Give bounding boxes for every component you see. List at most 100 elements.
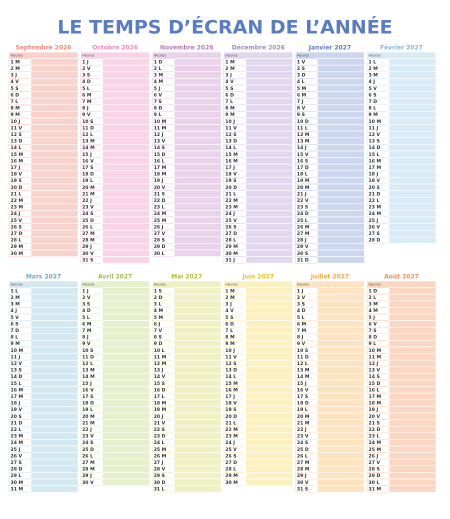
day-label: 16 M: [11, 158, 24, 164]
day-label: 13 D: [225, 368, 237, 374]
day-label: 20 S: [11, 414, 22, 420]
entry-cell: [102, 458, 150, 467]
entry-cell: [317, 163, 365, 172]
day-label: 28 S: [369, 467, 380, 473]
day-label: 24 M: [154, 211, 167, 217]
day-label: 12 V: [369, 132, 381, 138]
day-label: 20 J: [154, 414, 164, 420]
day-label: 21 L: [225, 191, 236, 197]
day-label: 20 M: [297, 185, 310, 191]
entry-cell: [388, 425, 437, 434]
entry-cell: [102, 58, 150, 66]
entry-cell: [173, 84, 222, 92]
day-label: 16 V: [82, 387, 94, 393]
day-label: 10 S: [82, 348, 93, 354]
day-label: 12 S: [225, 132, 236, 138]
entry-cell: [317, 313, 365, 321]
day-label: 17 L: [154, 394, 165, 400]
day-label: 15 V: [297, 152, 309, 158]
day-label: 12 L: [82, 361, 93, 367]
entry-cell: [317, 373, 365, 381]
day-label: 30 L: [154, 251, 165, 257]
entry-cell: [173, 458, 222, 467]
column-header: Heures: [11, 53, 24, 57]
entry-cell: [388, 183, 437, 191]
day-label: 22 L: [11, 427, 22, 433]
day-label: 25 V: [225, 447, 237, 453]
month-name: Mai 2027: [171, 274, 202, 281]
entry-cell: [102, 243, 150, 251]
day-label: 29 J: [82, 244, 92, 250]
entry-cell: [245, 452, 294, 460]
day-label: 1 M: [11, 59, 21, 65]
entry-cell: [30, 177, 79, 185]
day-label: 21 L: [11, 191, 22, 197]
day-label: 15 J: [82, 152, 92, 158]
entry-cell: [30, 386, 79, 394]
day-label: 8 M: [225, 106, 235, 112]
day-label: 13 D: [11, 139, 23, 145]
day-label: 18 M: [369, 401, 382, 407]
entry-cell: [173, 485, 222, 493]
day-label: 20 D: [225, 185, 237, 191]
day-label: 2 M: [11, 295, 21, 301]
month-name: Février 2027: [380, 45, 423, 52]
day-label: 7 L: [11, 99, 19, 105]
day-label: 29 J: [82, 473, 92, 479]
entry-cell: [102, 157, 150, 165]
entry-cell: [102, 406, 150, 414]
column-header: Heures: [154, 282, 167, 286]
day-label: 28 L: [225, 238, 236, 244]
day-label: 16 M: [225, 158, 238, 164]
day-label: 17 M: [11, 394, 24, 400]
entry-cell: [245, 326, 294, 335]
day-label: 22 J: [297, 427, 307, 433]
entry-cell: [317, 157, 365, 165]
entry-cell: [388, 91, 437, 99]
day-label: 23 M: [11, 434, 24, 440]
day-label: 12 M: [297, 132, 310, 138]
day-label: 7 S: [154, 99, 162, 105]
day-label: 19 L: [82, 407, 93, 413]
day-label: 8 J: [82, 106, 89, 112]
entry-cell: [317, 64, 365, 73]
day-label: 12 L: [82, 132, 93, 138]
entry-cell: [245, 91, 294, 99]
entry-cell: [102, 91, 150, 99]
day-label: 22 D: [369, 427, 381, 433]
day-label: 3 D: [297, 73, 306, 79]
entry-cell: [388, 373, 437, 381]
entry-cell: [388, 84, 437, 92]
entry-cell: [245, 117, 294, 125]
day-label: 15 M: [225, 152, 238, 158]
day-label: 28 D: [369, 238, 381, 244]
entry-cell: [30, 353, 79, 361]
entry-cell: [388, 190, 437, 198]
entry-cell: [102, 340, 150, 348]
entry-cell: [102, 111, 150, 119]
entry-cell: [245, 406, 294, 414]
day-label: 5 S: [225, 86, 233, 92]
entry-cell: [245, 287, 294, 295]
entry-cell: [245, 223, 294, 231]
entry-cell: [317, 399, 365, 407]
entry-cell: [245, 353, 294, 361]
day-label: 18 M: [154, 401, 167, 407]
entry-cell: [245, 130, 294, 139]
entry-cell: [388, 210, 437, 218]
entry-cell: [317, 379, 365, 387]
entry-cell: [173, 340, 222, 348]
entry-cell: [245, 419, 294, 427]
day-label: 11 J: [11, 354, 21, 360]
day-label: 9 S: [297, 112, 305, 118]
entry-cell: [173, 229, 222, 238]
entry-cell: [30, 419, 79, 427]
day-label: 23 V: [82, 205, 94, 211]
day-label: 27 J: [154, 460, 164, 466]
day-label: 27 D: [225, 231, 237, 237]
day-label: 24 J: [11, 211, 21, 217]
day-label: 4 M: [154, 79, 164, 85]
day-label: 6 M: [297, 321, 307, 327]
day-label: 6 D: [11, 92, 20, 98]
day-label: 26 M: [154, 453, 167, 459]
